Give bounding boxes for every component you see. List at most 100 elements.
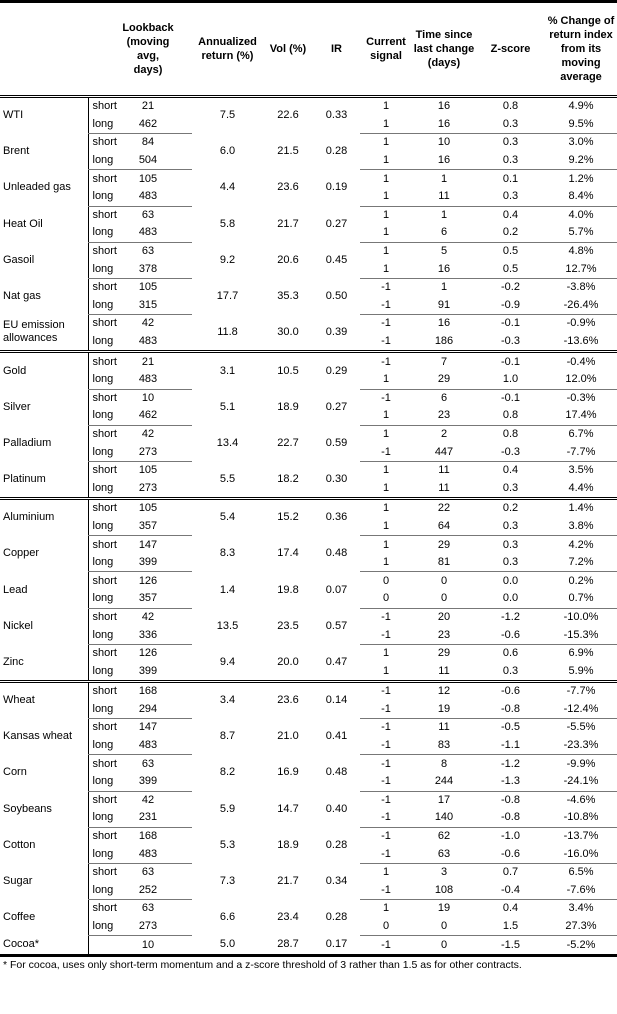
z-score-cell: -0.9 [476,296,545,316]
commodity-name: EU emission allowances [3,319,65,345]
vol-cell: 21.7 [277,875,299,888]
term-label: long [87,370,122,390]
signal-cell: -1 [381,721,391,734]
ir-cell: 0.57 [325,619,348,632]
vol-cell: 15.2 [263,497,313,536]
signal-cell: -1 [360,736,412,756]
z-score-cell: 0.2 [476,224,545,243]
pct-change-cell: -10.8% [545,809,617,828]
pct-change-cell: -3.8% [566,281,596,294]
z-score-cell: 0.6 [502,647,519,660]
table-row: long 252 -1 108 -0.4 -7.6% [0,881,617,901]
z-score-cell: 0.3 [502,136,519,149]
pct-change-cell: -0.3% [566,391,596,404]
vol-cell: 30.0 [277,325,299,338]
lookback-cell: 399 [122,662,192,683]
time-since-change-cell: 0 [412,917,476,937]
pct-change-cell: -13.7% [563,830,599,843]
signal-cell: -1 [360,626,412,645]
lookback-cell: 10 [141,391,155,404]
table-row: Brent short 84 6.0 21.5 0.28 1 10 0.3 3.0% [0,133,617,157]
vol-cell: 21.0 [277,730,299,743]
lookback-cell: 42 [141,793,155,806]
table-row: Unleaded gas short 105 4.4 23.6 0.19 1 1 0.1 1.2% [0,169,617,193]
term-label: short [87,497,122,518]
z-score-cell: 0.4 [502,902,519,915]
table-row: long 399 -1 244 -1.3 -24.1% [0,772,617,792]
time-since-change-cell: 16 [412,151,476,171]
time-since-change-cell: 16 [412,115,476,135]
term-label: short [87,314,122,333]
lookback-cell: 105 [138,281,158,294]
lookback-cell: 147 [138,721,158,734]
time-since-change-cell: 62 [437,830,451,843]
term-label: short [87,863,122,882]
lookback-cell: 336 [122,626,192,645]
annualized-return-cell: 1.4 [219,583,236,596]
table-row: long 483 -1 83 -1.1 -23.3% [0,736,617,756]
ir-cell: 0.50 [325,290,348,303]
signal-cell: -1 [360,443,412,462]
ir-cell: 0.29 [313,350,360,389]
z-score-cell: -0.1 [476,350,545,371]
table-row: long 483 1 6 0.2 5.7% [0,224,617,243]
table-row: Nickel short 42 13.5 23.5 0.57 -1 20 -1.2 -10.0% [0,608,617,632]
table-row: EU emission allowances short 42 11.8 30.0 0.3… [0,314,617,344]
signal-cell: 1 [382,647,390,660]
vol-cell: 22.7 [277,436,299,449]
term-label: short [87,644,122,663]
commodity-name: Soybeans [3,802,52,815]
term-label: short [87,571,122,591]
time-since-change-cell: 186 [412,332,476,353]
commodity-name: Aluminium [0,497,88,536]
term-label: long [87,700,122,720]
time-since-change-cell: 11 [438,721,450,734]
vol-cell: 10.5 [263,350,313,389]
commodity-name: Platinum [3,472,46,485]
time-since-change-cell: 2 [440,427,448,440]
pct-change-cell: -4.6% [566,793,596,806]
table-row: Cotton short 168 5.3 18.9 0.28 -1 62 -1.0 -13.7% [0,827,617,851]
vol-cell: 21.5 [277,145,299,158]
commodity-name: Zinc [3,655,24,668]
annualized-return-cell: 5.8 [219,217,236,230]
signal-cell: 1 [360,662,412,683]
header-time-since-change: Time since last change (days) [412,1,476,98]
lookback-cell: 231 [122,809,192,828]
time-since-change-cell: 244 [412,772,476,792]
annualized-return-cell: 9.4 [219,655,236,668]
lookback-cell: 126 [138,647,158,660]
pct-change-cell: -0.4% [545,350,617,371]
term-label: short [87,461,122,480]
signal-cell: 0 [360,917,412,937]
signal-cell: 1 [382,464,390,477]
commodity-name: Gasoil [3,253,35,266]
annualized-return-cell: 17.7 [216,290,239,303]
signal-cell: 1 [360,517,412,537]
time-since-change-cell: 108 [412,881,476,901]
term-label: long [87,407,122,426]
lookback-cell: 168 [138,830,158,843]
term-label: long [87,224,122,243]
pct-change-cell: 4.4% [545,479,617,500]
pct-change-cell: 1.4% [545,497,617,518]
signal-cell: 1 [382,902,390,915]
pct-change-cell: -7.6% [545,881,617,901]
signal-cell: -1 [360,881,412,901]
z-score-cell: -1.2 [501,757,520,770]
ir-cell: 0.41 [325,730,348,743]
z-score-cell: 0.3 [476,151,545,171]
annualized-return-cell: 7.5 [219,109,236,122]
vol-cell: 20.0 [277,655,299,668]
vol-cell: 28.7 [263,935,313,957]
ir-cell: 0.28 [325,838,348,851]
annualized-return-cell: 11.8 [217,325,238,338]
term-label: short [87,608,122,627]
annualized-return-cell: 5.9 [219,802,236,815]
signal-cell: 1 [360,497,412,518]
pct-change-cell: 9.2% [545,151,617,171]
pct-change-cell: -15.3% [545,626,617,645]
z-score-cell: -0.1 [501,317,520,330]
z-score-cell: 0.3 [476,553,545,573]
pct-change-cell: 4.8% [568,245,594,258]
